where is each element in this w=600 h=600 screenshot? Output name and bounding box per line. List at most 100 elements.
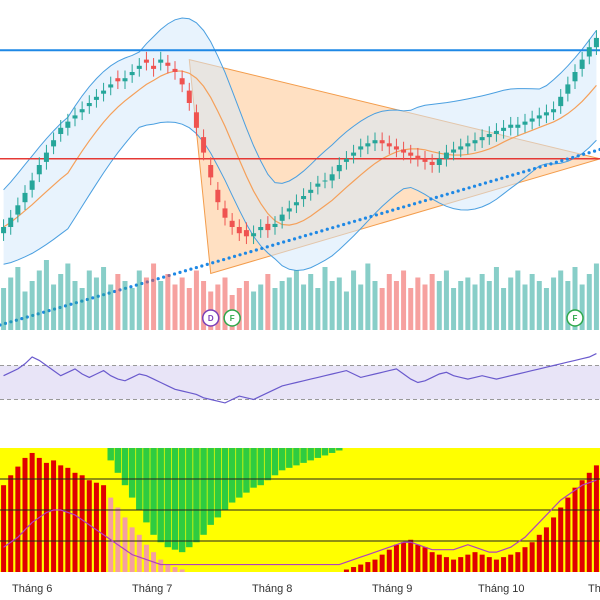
trend-dot (500, 176, 504, 180)
candle-body (322, 180, 328, 182)
volume-bar (136, 270, 142, 330)
candle-body (536, 115, 542, 119)
red-bar (1, 485, 7, 572)
trend-dot (227, 256, 231, 260)
candle-body (543, 112, 549, 116)
trend-dot (456, 189, 460, 193)
volume-bar (201, 281, 207, 330)
candle-body (558, 96, 564, 107)
volume-bar (472, 284, 478, 330)
candle-body (451, 149, 457, 153)
red-bar (472, 552, 478, 572)
trend-dot (451, 190, 455, 195)
candle-body (186, 90, 192, 103)
candle-body (65, 121, 71, 128)
trend-dot (287, 238, 291, 243)
trend-dot (560, 159, 564, 163)
red-bar (108, 497, 114, 572)
trend-dot (298, 235, 302, 239)
month-label-nov: Th (588, 583, 600, 595)
green-bar (300, 448, 307, 463)
candle-body (436, 158, 442, 165)
marker-circle (201, 309, 220, 327)
green-bar (178, 448, 186, 553)
candle-body (101, 90, 107, 94)
moving-average-line (3, 70, 597, 228)
trend-dot (172, 272, 177, 276)
trend-dot (527, 168, 531, 172)
trend-dot (592, 149, 597, 153)
trend-dot (260, 246, 264, 251)
trend-dot (532, 167, 537, 171)
red-bar (451, 559, 457, 572)
trend-dot (347, 221, 351, 225)
trend-dot (309, 232, 313, 236)
volume-bar (22, 291, 28, 330)
red-bar (529, 542, 535, 572)
trend-dot (352, 219, 357, 223)
volume-bar (465, 277, 471, 330)
trend-dot (178, 270, 182, 274)
red-bar (408, 539, 414, 572)
trend-dot (440, 194, 444, 198)
candle-body (93, 96, 99, 100)
trend-dot (516, 171, 520, 176)
candle-body (486, 134, 492, 138)
trend-dot (331, 226, 335, 230)
red-bar (429, 552, 435, 572)
volume-bar (108, 284, 114, 330)
red-bar (443, 557, 449, 572)
red-bar (372, 559, 378, 572)
volume-bar (115, 274, 121, 330)
month-label-jul: Tháng 7 (132, 583, 172, 595)
volume-bar (365, 263, 371, 330)
red-bar (458, 557, 464, 572)
candle-body (586, 47, 592, 57)
candle-body (572, 72, 578, 82)
volume-bar (501, 288, 507, 330)
green-bar (314, 448, 322, 458)
candle-body (358, 146, 364, 150)
red-bar (379, 554, 385, 572)
trend-dot (363, 216, 368, 220)
trend-dot (205, 262, 209, 266)
red-bar (158, 559, 164, 572)
volume-bar (236, 288, 242, 330)
candle-body (172, 68, 178, 72)
trend-dot (216, 259, 220, 263)
candle-body (201, 137, 207, 153)
red-bar (436, 554, 442, 572)
candle-body (158, 59, 164, 63)
candle-body (165, 62, 171, 66)
volume-bar (486, 281, 492, 330)
candle-body (479, 137, 485, 141)
candle-body (465, 143, 471, 147)
red-bar (179, 569, 185, 572)
trend-dot (511, 173, 515, 177)
candle-body (429, 161, 435, 165)
red-bar (365, 562, 371, 572)
red-bar (422, 547, 428, 572)
trend-dot (412, 202, 417, 206)
red-bar (15, 466, 21, 572)
trend-dot (538, 165, 542, 169)
candle-body (372, 140, 378, 144)
green-bar (164, 448, 172, 548)
green-bar (243, 448, 250, 493)
candle-body (86, 103, 92, 107)
red-bar (572, 487, 578, 572)
volume-bar (451, 288, 457, 330)
candle-body (415, 155, 421, 159)
trend-dot (494, 178, 498, 182)
trend-dot (462, 187, 466, 191)
green-bar (236, 448, 243, 498)
candle-body (122, 78, 128, 82)
volume-bar (379, 288, 385, 330)
candle-body (351, 152, 357, 156)
green-bar (150, 448, 157, 535)
volume-bar (358, 284, 364, 330)
volume-bar (458, 281, 464, 330)
rsi-panel (0, 353, 600, 404)
volume-bar (336, 277, 342, 330)
green-bar (157, 448, 164, 543)
